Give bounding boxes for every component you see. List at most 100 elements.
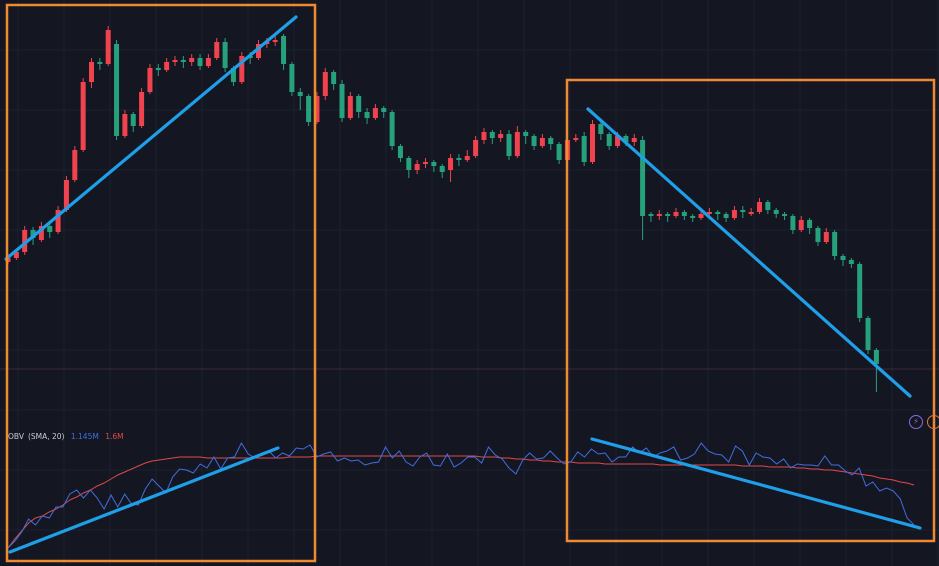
candle — [631, 138, 637, 142]
lightning-icon[interactable]: ⚡ — [909, 415, 923, 429]
candle — [439, 166, 445, 172]
downtrend-line-price — [586, 107, 912, 398]
candle — [656, 214, 662, 216]
candle — [523, 132, 529, 136]
candle — [690, 216, 696, 218]
candle — [406, 158, 412, 170]
candle — [256, 44, 261, 58]
candle — [189, 58, 195, 62]
candle — [773, 210, 779, 214]
candle — [748, 212, 754, 214]
candle — [706, 212, 712, 214]
candle — [239, 56, 245, 82]
candle — [832, 232, 838, 256]
candle — [105, 30, 111, 64]
candle — [681, 212, 687, 216]
candle — [531, 136, 537, 146]
alert-icon[interactable]: ! — [927, 415, 939, 429]
candle — [506, 134, 512, 156]
candle — [423, 162, 428, 164]
candle — [456, 158, 462, 160]
candle — [197, 58, 203, 66]
candle — [514, 132, 520, 156]
candle — [573, 138, 579, 140]
candle — [205, 58, 211, 66]
candle — [431, 162, 437, 166]
candle — [30, 230, 36, 238]
candle — [72, 150, 78, 180]
obv-indicator-params: (SMA, 20) — [27, 432, 65, 441]
candle — [139, 92, 145, 126]
candle — [539, 138, 545, 146]
candle — [598, 124, 604, 134]
candle — [414, 164, 420, 170]
candle — [798, 220, 804, 230]
candle — [230, 68, 236, 82]
candle — [865, 318, 871, 350]
candle — [364, 112, 370, 118]
candle — [464, 156, 470, 160]
candle — [272, 40, 278, 42]
candle — [498, 134, 504, 138]
candle — [848, 260, 854, 264]
candle — [356, 96, 362, 112]
obv-sma-line — [7, 455, 915, 549]
candle — [339, 84, 345, 118]
candle — [473, 140, 479, 156]
candle — [172, 60, 178, 62]
candle — [715, 212, 721, 214]
obv-line — [7, 441, 915, 549]
candle — [155, 68, 161, 70]
candle — [147, 68, 153, 92]
candle — [89, 62, 94, 82]
candle — [873, 350, 879, 364]
candle — [590, 124, 595, 162]
candle — [606, 134, 612, 146]
uptrend-line-obv — [8, 446, 280, 554]
candle — [815, 228, 821, 242]
uptrend-line-price — [4, 15, 298, 261]
candle — [757, 202, 762, 212]
candle — [55, 210, 61, 232]
candle — [114, 44, 120, 136]
candle — [556, 144, 562, 160]
candle — [581, 136, 587, 162]
candle — [80, 82, 86, 150]
candle — [673, 212, 679, 216]
candle — [723, 214, 729, 218]
candle — [615, 136, 621, 146]
candle — [38, 226, 44, 240]
candle — [731, 210, 737, 218]
candle — [331, 72, 337, 84]
candle — [322, 72, 328, 96]
candle — [665, 214, 671, 216]
candle — [281, 36, 287, 64]
obv-value: 1.145M — [70, 432, 99, 441]
candle — [782, 214, 788, 216]
obv-legend: OBV (SMA, 20) 1.145M 1.6M — [8, 432, 128, 441]
candle — [790, 216, 796, 230]
candle — [297, 92, 303, 96]
candle — [164, 62, 170, 70]
candle — [481, 132, 487, 140]
candle — [214, 42, 220, 58]
obv-sma-value: 1.6M — [105, 432, 124, 441]
candle — [130, 114, 136, 126]
candle — [823, 232, 829, 242]
highlight-box-right — [565, 78, 936, 543]
annotations — [4, 3, 936, 563]
candle — [648, 214, 654, 216]
candle — [47, 226, 53, 232]
candle — [840, 256, 846, 260]
price-candles — [5, 26, 879, 392]
candle — [381, 108, 387, 112]
candle — [306, 96, 312, 122]
downtrend-line-obv — [590, 437, 922, 530]
candle — [372, 108, 378, 118]
candle — [222, 42, 228, 68]
obv-indicator-name: OBV — [8, 432, 24, 441]
candle — [63, 180, 69, 210]
